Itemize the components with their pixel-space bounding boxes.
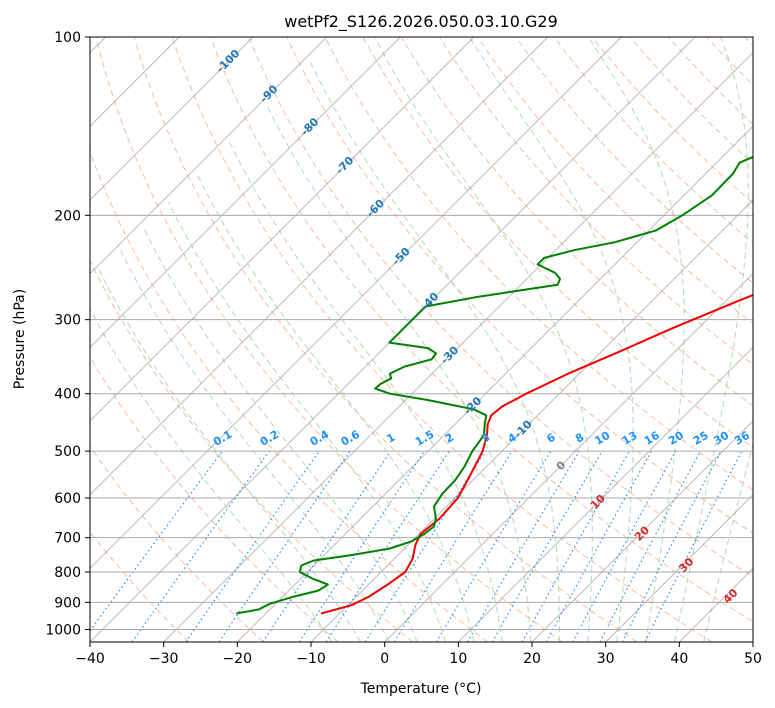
skewed-isotherm — [90, 37, 327, 275]
skewed-isotherm — [237, 125, 753, 642]
dry-adiabat — [400, 37, 753, 407]
chart-title: wetPf2_S126.2026.050.03.10.G29 — [284, 12, 558, 32]
skewed-isotherm — [531, 420, 753, 642]
mixing-ratio-line — [466, 450, 580, 642]
mixing-ratio-line — [131, 450, 270, 642]
x-tick-label: 10 — [449, 651, 467, 667]
skewed-isotherm — [458, 346, 753, 642]
skewed-isotherm — [605, 494, 753, 642]
y-tick-label: 800 — [54, 565, 81, 581]
moist-adiabat — [674, 37, 749, 642]
y-tick-label: 600 — [54, 491, 81, 507]
y-tick-label: 100 — [54, 30, 81, 46]
moist-adiabat — [196, 173, 475, 642]
moist-adiabat — [587, 37, 685, 642]
mixing-ratio-line — [364, 450, 486, 642]
moist-adiabat — [309, 61, 560, 642]
mixing-ratio-line — [545, 450, 653, 642]
dry-adiabat — [591, 37, 753, 204]
mixing-ratio-line — [185, 450, 320, 642]
mixing-ratio-line — [435, 450, 552, 642]
y-tick-label: 400 — [54, 387, 81, 403]
x-tick-label: 0 — [380, 651, 389, 667]
dry-adiabat — [248, 37, 753, 578]
moist-adiabat — [703, 441, 753, 642]
y-axis-label: Pressure (hPa) — [12, 289, 28, 389]
x-tick-label: 40 — [670, 651, 688, 667]
dry-adiabat — [515, 37, 753, 284]
moist-adiabat — [90, 308, 333, 642]
dry-adiabat — [477, 37, 753, 325]
dry-adiabat — [133, 37, 638, 642]
skewed-isotherm — [384, 273, 753, 642]
skewed-isotherm — [752, 641, 753, 642]
mixing-ratio-line — [572, 450, 677, 642]
dry-adiabat — [95, 37, 563, 642]
dry-adiabat — [90, 259, 414, 642]
y-axis: 100 200 300 400 500 600 700 800 900 1000 — [45, 30, 90, 638]
skewed-isotherm — [90, 37, 622, 569]
dry-adiabat — [210, 37, 753, 623]
mixing-ratio-line — [491, 450, 603, 642]
x-tick-label: −10 — [296, 651, 326, 667]
dry-adiabat — [629, 37, 753, 165]
x-tick-label: −40 — [75, 651, 105, 667]
x-tick-label: 50 — [744, 651, 762, 667]
x-axis: −40 −30 −20 −10 0 10 20 30 40 50 — [75, 642, 762, 667]
dry-adiabat — [171, 37, 712, 642]
x-tick-label: 20 — [523, 651, 541, 667]
y-tick-label: 700 — [54, 531, 81, 547]
moist-adiabat — [374, 37, 593, 642]
plot-frame — [89, 36, 754, 643]
y-tick-label: 200 — [54, 208, 81, 224]
moist-adiabat — [266, 104, 532, 642]
skewed-isotherm — [163, 52, 753, 642]
y-tick-label: 900 — [54, 595, 81, 611]
y-tick-label: 1000 — [45, 622, 81, 638]
moist-adiabat — [168, 201, 446, 642]
pressure-gridlines — [90, 37, 753, 630]
data-lines — [236, 155, 753, 615]
skewed-isotherm — [90, 37, 475, 422]
mixing-ratio-line — [90, 450, 223, 632]
mixing-ratio-line — [521, 450, 631, 642]
x-axis-label: Temperature (°C) — [360, 681, 482, 697]
moist-adiabat — [97, 267, 362, 642]
mixing-ratio-line — [325, 450, 450, 642]
skewed-isotherm — [90, 37, 548, 496]
x-tick-label: −30 — [149, 651, 179, 667]
moist-adiabat — [117, 245, 390, 642]
mixing-ratio-line — [393, 450, 513, 642]
y-tick-label: 500 — [54, 444, 81, 460]
y-tick-label: 300 — [54, 313, 81, 329]
plot-background — [90, 37, 753, 642]
x-tick-label: −20 — [223, 651, 253, 667]
skewed-isotherm — [90, 37, 401, 348]
x-tick-label: 30 — [597, 651, 615, 667]
mixing-ratio-line — [298, 450, 425, 642]
skewed-isotherm — [90, 37, 254, 201]
dry-adiabat — [324, 37, 753, 491]
dewpoint-profile-line — [236, 155, 753, 615]
dry-adiabat — [90, 445, 264, 642]
temperature-profile-line — [320, 294, 753, 615]
moist-adiabat — [143, 227, 418, 642]
